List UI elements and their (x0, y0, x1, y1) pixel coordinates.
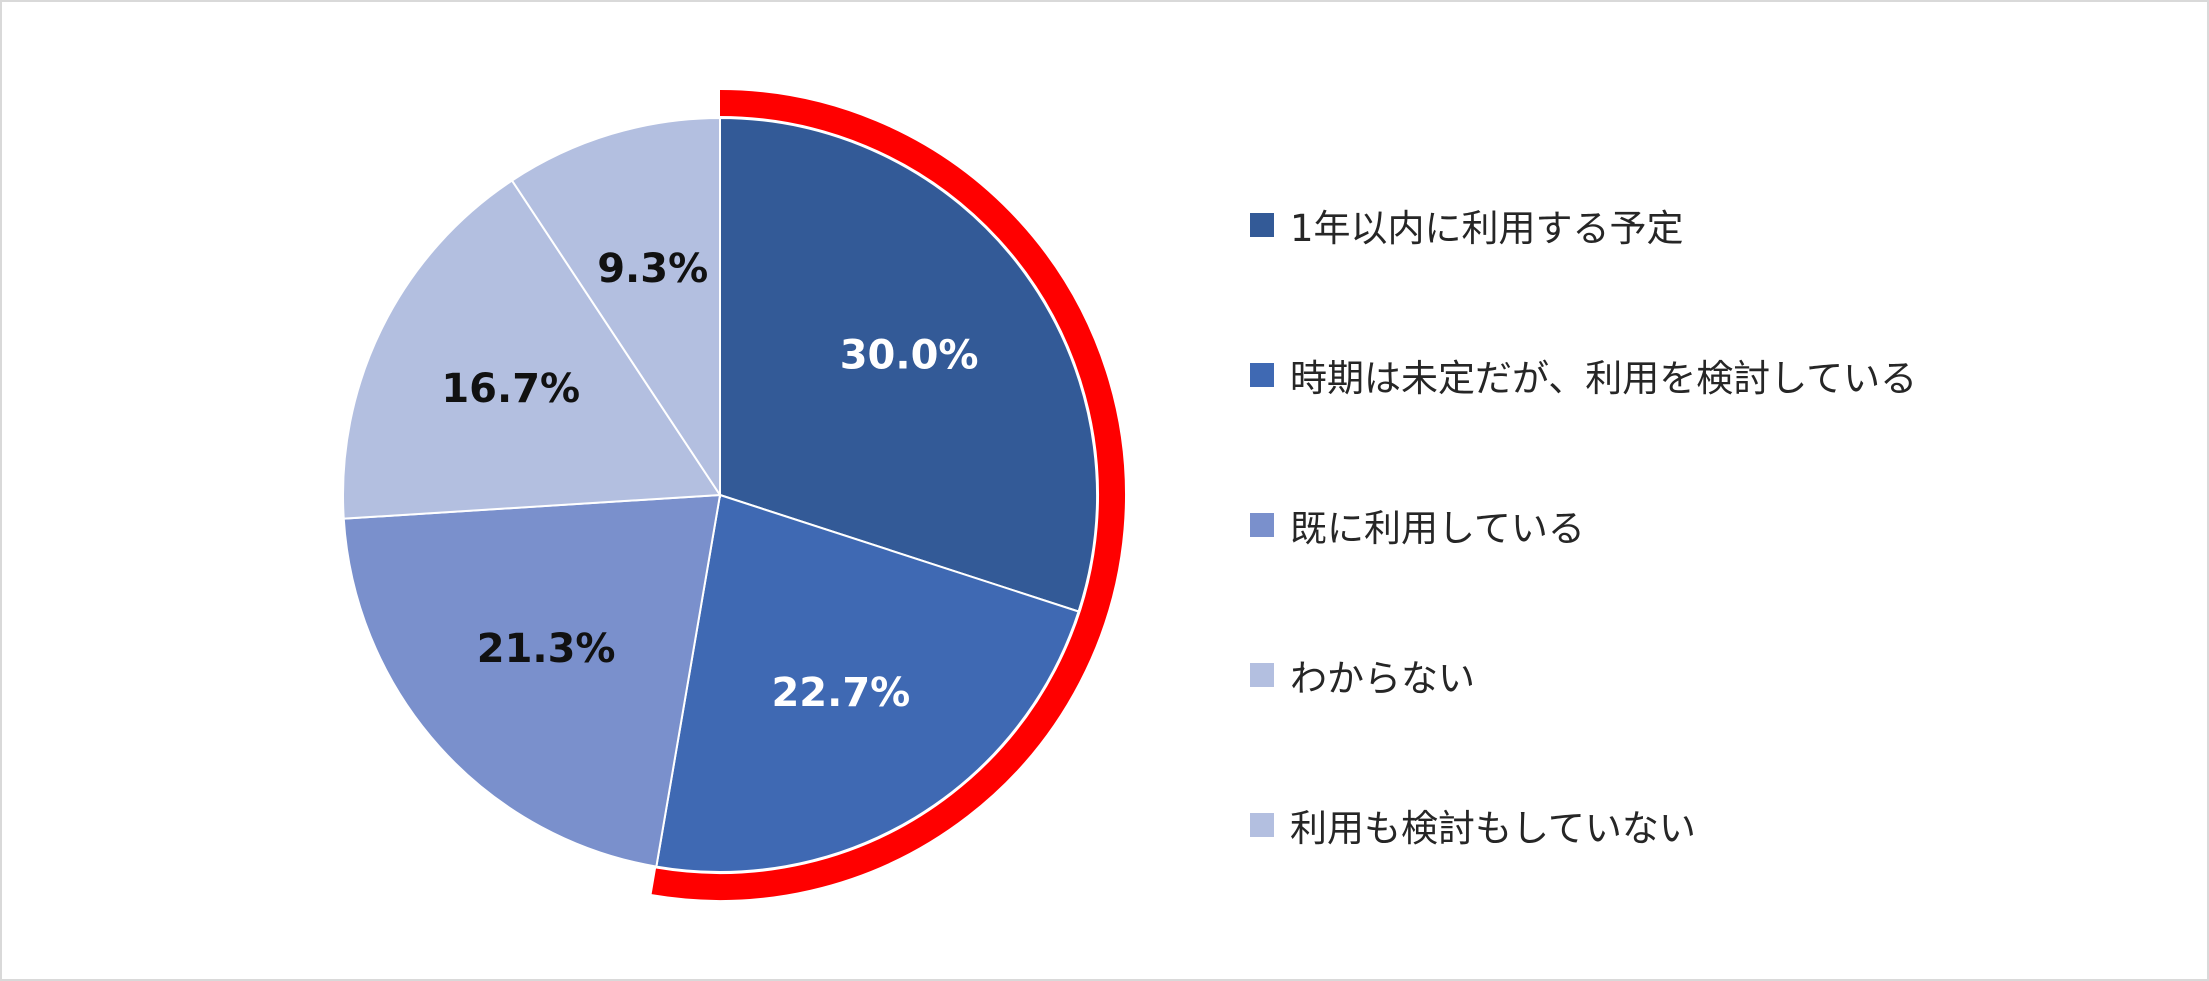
legend-swatch (1250, 513, 1274, 537)
pie-slice (342, 179, 722, 520)
legend-item: 利用も検討もしていない (1250, 750, 1917, 900)
legend-item: 時期は未定だが、利用を検討している (1250, 300, 1917, 450)
pie-slice (510, 116, 721, 499)
slice-data-label: 22.7% (771, 670, 910, 716)
legend-label: 1年以内に利用する予定 (1290, 207, 1684, 250)
pie-slice (342, 493, 722, 868)
legend-label: わからない (1290, 657, 1475, 700)
legend-item: 既に利用している (1250, 450, 1917, 600)
pie-slice (719, 116, 1098, 613)
legend-swatch (1250, 213, 1274, 237)
legend-swatch (1250, 363, 1274, 387)
legend-label: 既に利用している (1290, 507, 1585, 550)
slice-data-label: 30.0% (840, 333, 979, 379)
slice-data-label: 9.3% (597, 246, 708, 292)
legend-item: 1年以内に利用する予定 (1250, 150, 1917, 300)
legend-item: わからない (1250, 600, 1917, 750)
pie-slice (655, 493, 1080, 873)
legend: 1年以内に利用する予定 時期は未定だが、利用を検討している 既に利用している わ… (1250, 150, 1917, 900)
legend-swatch (1250, 813, 1274, 837)
highlight-ring (651, 90, 1125, 900)
slice-labels: 30.0% 22.7% 21.3% 16.7% 9.3% (441, 246, 978, 716)
legend-label: 利用も検討もしていない (1290, 807, 1696, 850)
slice-data-label: 16.7% (441, 366, 580, 412)
highlight-arc (651, 90, 1125, 900)
legend-label: 時期は未定だが、利用を検討している (1290, 357, 1918, 400)
legend-swatch (1250, 663, 1274, 687)
slice-data-label: 21.3% (477, 626, 616, 672)
pie-slices (342, 116, 1098, 873)
